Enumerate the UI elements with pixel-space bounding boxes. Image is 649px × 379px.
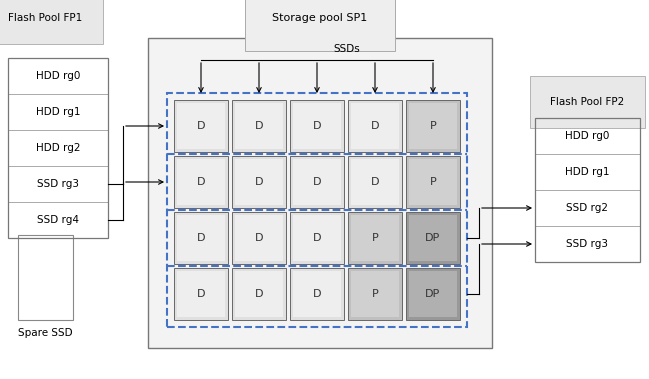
- Text: Flash Pool FP1: Flash Pool FP1: [8, 13, 82, 23]
- Bar: [351, 215, 399, 261]
- Bar: [174, 100, 228, 152]
- Bar: [406, 268, 460, 320]
- Text: DP: DP: [425, 233, 441, 243]
- Text: SSD rg4: SSD rg4: [37, 215, 79, 225]
- Text: DP: DP: [425, 289, 441, 299]
- Bar: [177, 103, 225, 149]
- Bar: [18, 235, 73, 320]
- Bar: [351, 271, 399, 317]
- Text: Spare SSD: Spare SSD: [18, 328, 73, 338]
- Text: D: D: [197, 233, 205, 243]
- Text: P: P: [430, 177, 436, 187]
- Bar: [177, 271, 225, 317]
- Text: SSDs: SSDs: [334, 44, 360, 54]
- Bar: [293, 103, 341, 149]
- Bar: [232, 268, 286, 320]
- Text: P: P: [430, 121, 436, 131]
- Bar: [348, 268, 402, 320]
- Text: D: D: [255, 121, 263, 131]
- Text: D: D: [313, 233, 321, 243]
- Bar: [148, 38, 492, 348]
- Text: D: D: [313, 289, 321, 299]
- Bar: [235, 103, 283, 149]
- Bar: [290, 268, 344, 320]
- Text: D: D: [197, 121, 205, 131]
- Bar: [290, 212, 344, 264]
- Text: P: P: [372, 289, 378, 299]
- Bar: [348, 100, 402, 152]
- Bar: [409, 159, 457, 205]
- Bar: [174, 156, 228, 208]
- Text: HDD rg1: HDD rg1: [565, 167, 610, 177]
- Text: D: D: [255, 177, 263, 187]
- Bar: [351, 103, 399, 149]
- Text: D: D: [371, 177, 379, 187]
- Bar: [293, 159, 341, 205]
- Text: Storage pool SP1: Storage pool SP1: [273, 13, 367, 23]
- Bar: [351, 159, 399, 205]
- Bar: [177, 215, 225, 261]
- Bar: [535, 118, 640, 262]
- Bar: [235, 159, 283, 205]
- Text: D: D: [197, 177, 205, 187]
- Bar: [293, 271, 341, 317]
- Text: HDD rg0: HDD rg0: [565, 131, 609, 141]
- Text: HDD rg1: HDD rg1: [36, 107, 80, 117]
- Text: SSD rg2: SSD rg2: [567, 203, 609, 213]
- Text: Flash Pool FP2: Flash Pool FP2: [550, 97, 624, 107]
- Text: D: D: [313, 121, 321, 131]
- Bar: [235, 215, 283, 261]
- Text: SSD rg3: SSD rg3: [567, 239, 609, 249]
- Bar: [290, 156, 344, 208]
- Bar: [293, 215, 341, 261]
- Bar: [235, 271, 283, 317]
- Bar: [174, 268, 228, 320]
- Bar: [177, 159, 225, 205]
- Bar: [348, 156, 402, 208]
- Bar: [409, 271, 457, 317]
- Bar: [409, 215, 457, 261]
- Bar: [232, 212, 286, 264]
- Text: D: D: [255, 233, 263, 243]
- Bar: [8, 58, 108, 238]
- Bar: [232, 156, 286, 208]
- Text: HDD rg0: HDD rg0: [36, 71, 80, 81]
- Bar: [232, 100, 286, 152]
- Bar: [167, 93, 467, 327]
- Bar: [406, 156, 460, 208]
- Bar: [290, 100, 344, 152]
- Text: D: D: [255, 289, 263, 299]
- Text: SSD rg3: SSD rg3: [37, 179, 79, 189]
- Text: D: D: [371, 121, 379, 131]
- Bar: [348, 212, 402, 264]
- Bar: [174, 212, 228, 264]
- Bar: [409, 103, 457, 149]
- Text: D: D: [197, 289, 205, 299]
- Text: D: D: [313, 177, 321, 187]
- Bar: [406, 212, 460, 264]
- Bar: [406, 100, 460, 152]
- Text: P: P: [372, 233, 378, 243]
- Text: HDD rg2: HDD rg2: [36, 143, 80, 153]
